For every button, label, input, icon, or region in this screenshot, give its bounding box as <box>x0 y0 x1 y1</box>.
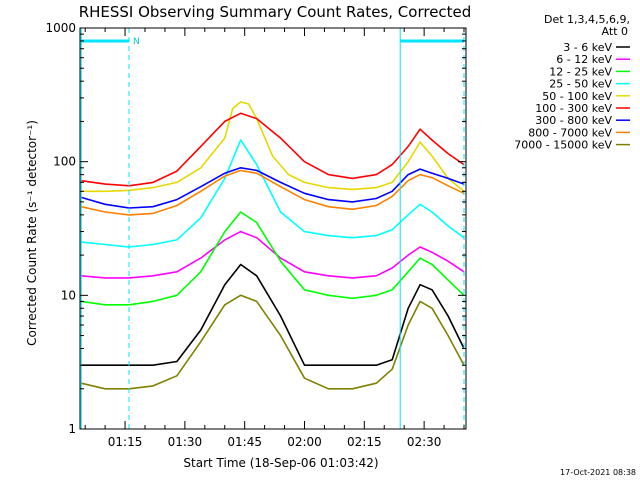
plot-frame <box>79 27 467 430</box>
legend-entry-label: 100 - 300 keV <box>535 102 612 115</box>
axes: 1 10 100 1000 01:15 01:30 01:45 02:00 02:15 02:30 <box>45 21 467 449</box>
plot-area <box>80 101 465 390</box>
series-line <box>81 112 465 187</box>
chart-title: RHESSI Observing Summary Count Rates, Co… <box>79 3 472 21</box>
x-axis-label: Start Time (18-Sep-06 01:03:42) <box>183 456 378 470</box>
y-tick-label: 10 <box>61 288 76 302</box>
legend-header-line-2: Att 0 <box>602 25 628 38</box>
annotation-layer: N <box>80 28 465 429</box>
legend-entry-label: 25 - 50 keV <box>549 78 612 91</box>
legend-entry-label: 3 - 6 keV <box>563 41 612 54</box>
y-tick-label: 1 <box>68 422 76 436</box>
series-line <box>81 230 465 279</box>
x-tick-label: 01:30 <box>168 435 203 449</box>
y-axis-label: Corrected Count Rate (s⁻¹ detector⁻¹) <box>25 120 39 346</box>
series-line <box>81 263 465 367</box>
legend-entry-label: 300 - 800 keV <box>535 114 612 127</box>
x-tick-label: 01:45 <box>227 435 262 449</box>
series-line <box>81 294 465 390</box>
legend-header-line-1: Det 1,3,4,5,6,9, <box>544 13 630 26</box>
series-line <box>81 139 465 248</box>
footer-timestamp: 17-Oct-2021 08:38 <box>560 468 636 477</box>
x-tick-label: 02:00 <box>287 435 322 449</box>
legend-entry-label: 12 - 25 keV <box>549 65 612 78</box>
legend-entry-label: 800 - 7000 keV <box>528 126 612 139</box>
series-line <box>80 167 465 209</box>
x-tick-label: 02:15 <box>347 435 382 449</box>
y-tick-label: 100 <box>53 155 76 169</box>
series-line <box>81 169 465 216</box>
x-tick-label: 02:30 <box>407 435 442 449</box>
coverage-bar-label: N <box>133 37 140 47</box>
y-tick-label: 1000 <box>45 21 76 35</box>
legend-entry-label: 6 - 12 keV <box>556 53 612 66</box>
legend-entry-label: 50 - 100 keV <box>542 90 612 103</box>
series-line <box>81 211 465 306</box>
series-line <box>81 101 465 193</box>
x-tick-label: 01:15 <box>108 435 143 449</box>
legend-entry-label: 7000 - 15000 keV <box>514 139 612 152</box>
